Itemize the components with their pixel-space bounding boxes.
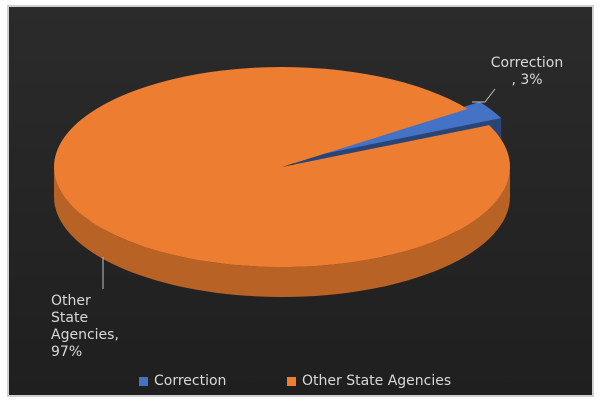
legend-item-correction: Correction xyxy=(139,373,226,389)
pie-slice-other-state-agencies xyxy=(53,66,511,268)
chart-frame: Correction , 3% Other State Agencies, 97… xyxy=(7,5,594,397)
leader-line-correction xyxy=(472,88,496,103)
data-label-correction-line-1: Correction xyxy=(490,55,564,71)
data-label-other-line-4: 97% xyxy=(51,344,83,360)
legend-label-other-state-agencies: Other State Agencies xyxy=(302,373,452,389)
legend-item-other-state-agencies: Other State Agencies xyxy=(287,373,451,389)
legend-swatch-correction xyxy=(139,376,148,386)
data-label-other-line-3: Agencies, xyxy=(51,327,119,343)
pie-chart xyxy=(53,66,511,297)
data-label-other-line-2: State xyxy=(51,310,89,326)
data-label-correction-line-2: , 3% xyxy=(511,72,543,88)
legend-label-correction: Correction xyxy=(154,373,227,389)
pie-side-other-state-agencies-0 xyxy=(54,167,510,297)
data-label-correction: Correction , 3% xyxy=(479,55,575,89)
legend-swatch-other-state-agencies xyxy=(287,376,296,386)
data-label-other-state-agencies: Other State Agencies, 97% xyxy=(51,293,141,361)
data-label-other-line-1: Other xyxy=(51,293,91,309)
